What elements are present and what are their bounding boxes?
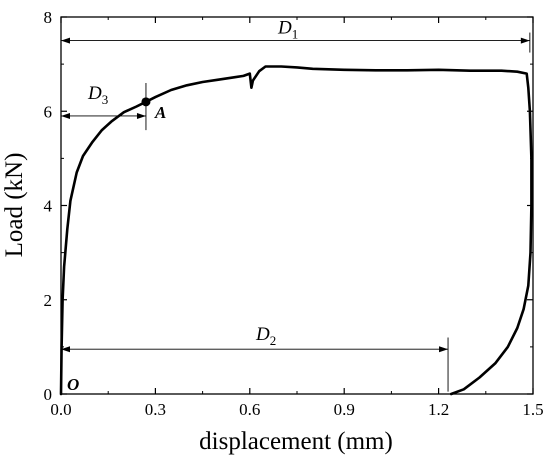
d3-arrow-left: [61, 112, 70, 119]
d2-label: D2: [255, 324, 276, 348]
load-curve-line: [59, 65, 533, 396]
point-a-label: A: [154, 103, 166, 122]
d1-label-sub: 1: [292, 27, 299, 42]
point-a-marker: [141, 97, 151, 107]
y-axis-title: Load (kN): [1, 153, 28, 258]
y-tick-label: 8: [44, 8, 53, 27]
d2-label-sub: 2: [270, 333, 277, 348]
d2-arrow-left: [61, 346, 70, 353]
d2-arrow-right: [439, 346, 449, 353]
x-tick-label: 0.3: [145, 400, 166, 419]
y-tick-label: 2: [44, 291, 53, 310]
d1-arrow-left: [61, 37, 70, 44]
plot-area: [59, 65, 533, 396]
axes: 0.0 0.3 0.6 0.9 1.2 1.5 0 2 4 6 8: [44, 8, 544, 419]
annotations: D1 D2 D3 A O: [61, 18, 531, 394]
y-tick-label: 4: [44, 197, 53, 216]
y-tick-label: 6: [44, 102, 53, 121]
d3-label: D3: [87, 83, 108, 107]
x-tick-label: 0.6: [239, 400, 260, 419]
d1-arrow-right: [520, 37, 530, 44]
d3-arrow-right: [136, 112, 146, 119]
origin-label: O: [67, 375, 79, 394]
x-tick-label: 1.2: [428, 400, 449, 419]
y-tick-label: 0: [44, 385, 53, 404]
plot-frame: [60, 16, 534, 395]
d3-label-sub: 3: [102, 92, 109, 107]
x-tick-label: 0.0: [50, 400, 71, 419]
x-tick-label: 0.9: [334, 400, 355, 419]
d1-label: D1: [277, 18, 298, 42]
x-axis-title: displacement (mm): [199, 428, 393, 455]
x-tick-label: 1.5: [522, 400, 543, 419]
